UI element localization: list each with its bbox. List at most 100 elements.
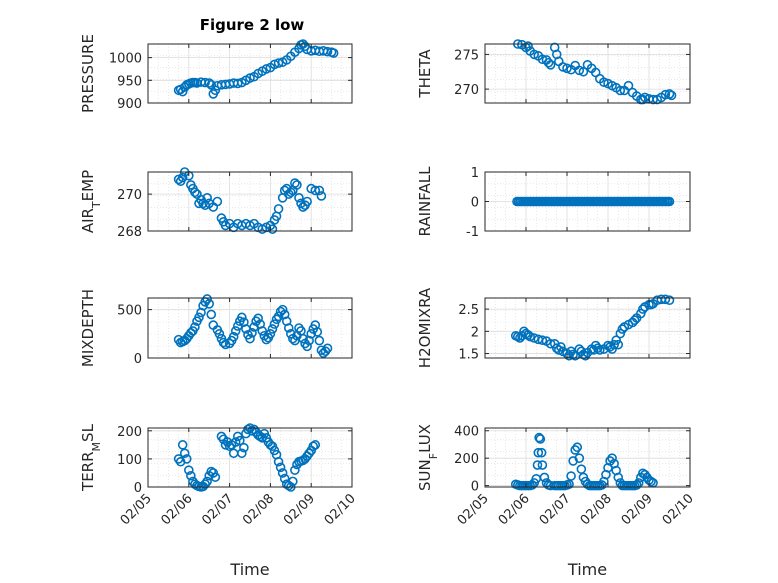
data-point [592,343,603,354]
data-point [288,476,298,487]
data-point [556,342,566,352]
data-point [302,341,312,352]
data-point [257,326,268,336]
data-point [328,48,339,58]
data-point [177,86,188,97]
data-point [533,447,544,458]
data-point [617,324,628,334]
data-point [202,193,212,203]
axes-h2omixra: 1.5 2 2.5 H2OMIXRA [416,287,691,368]
data-point [273,204,284,214]
y-tick-label: 275 [454,48,479,63]
y-tick-label: 900 [117,97,142,112]
data-point [646,476,656,487]
data-point [239,442,249,453]
data-point [177,440,188,450]
data-point [629,315,640,326]
data-point [210,472,221,482]
data-point [615,328,626,339]
data-point [615,85,626,96]
axes-theta: 270 275 THETA [416,39,691,105]
y-tick-label: 500 [117,304,142,319]
y-tick-label: 0 [134,481,142,496]
data-point [202,294,212,304]
data-point [235,435,245,446]
data-point [566,471,576,481]
data-point [253,313,263,324]
y-axis-label: RAINFALL [416,166,434,237]
axes-box [484,297,691,359]
data-point [638,94,648,105]
data-point [523,41,533,51]
axes-air_temp: 268 270 AIRTEMP [79,167,353,240]
data-point [277,468,288,478]
y-tick-label: 2 [471,325,479,340]
data-point [275,462,286,473]
data-point [558,62,568,72]
data-point [660,294,671,305]
data-point [539,472,550,483]
data-point [269,319,280,329]
data-point [298,333,308,344]
y-axis-label: PRESSURE [79,34,97,113]
y-tick-label: 100 [117,453,142,468]
x-axis-label: Time [567,560,607,579]
x-axis-label: Time [229,560,269,579]
y-tick-label: 200 [454,452,479,467]
y-tick-label: -1 [466,225,479,240]
axes-box [147,171,353,232]
data-point [574,65,585,76]
data-point [536,447,547,458]
y-tick-label: 400 [454,425,479,440]
data-point [529,49,540,60]
data-point [230,326,241,336]
data-point [534,432,544,443]
data-point [267,324,278,334]
data-point [273,311,284,322]
data-point [574,453,585,463]
data-point [578,66,589,77]
data-point [230,437,241,447]
data-point [635,308,646,319]
data-point [283,323,294,333]
data-point [537,335,548,346]
data-point [179,448,190,459]
data-point [322,46,333,57]
y-tick-label: 0 [471,196,479,211]
data-point [532,460,543,470]
data-point [204,78,214,88]
data-point [314,185,325,196]
data-point [322,343,333,354]
data-point [186,470,196,481]
data-point [261,64,272,74]
data-point [660,89,671,100]
data-point [237,448,247,459]
data-point [194,312,204,323]
data-point [631,480,642,490]
axes-mixdepth: 0 500 MIXDEPTH [79,289,353,367]
data-point [290,178,300,188]
data-point [664,295,675,306]
y-axis-label: H2OMIXRA [416,287,434,368]
axes-box [484,427,691,488]
data-point [638,304,648,314]
data-point [210,85,221,96]
y-axis-label: AIRTEMP [79,170,103,233]
data-point [623,80,634,91]
data-point [214,329,225,339]
data-point [609,339,619,350]
y-tick-label: 1000 [109,52,142,67]
data-point [613,339,624,350]
data-point [285,329,296,339]
data-point [515,333,525,343]
y-axis-label: TERRMSL [79,423,103,492]
data-point [537,460,548,470]
y-tick-label: 200 [117,425,142,440]
y-tick-label: 268 [117,225,142,240]
data-point [607,453,617,463]
data-point [190,187,200,198]
data-point [545,338,556,349]
data-point [594,345,605,355]
data-point [306,329,317,339]
